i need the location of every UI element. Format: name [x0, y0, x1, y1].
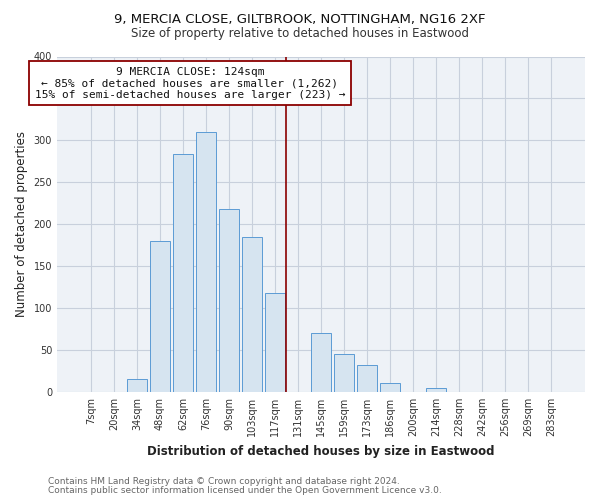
- Text: Contains public sector information licensed under the Open Government Licence v3: Contains public sector information licen…: [48, 486, 442, 495]
- Text: Contains HM Land Registry data © Crown copyright and database right 2024.: Contains HM Land Registry data © Crown c…: [48, 477, 400, 486]
- Bar: [242, 237, 262, 392]
- Bar: [427, 388, 446, 392]
- Text: Size of property relative to detached houses in Eastwood: Size of property relative to detached ho…: [131, 28, 469, 40]
- Y-axis label: Number of detached properties: Number of detached properties: [15, 131, 28, 317]
- Text: 9 MERCIA CLOSE: 124sqm
← 85% of detached houses are smaller (1,262)
15% of semi-: 9 MERCIA CLOSE: 124sqm ← 85% of detached…: [35, 66, 345, 100]
- Bar: [357, 365, 377, 392]
- Bar: [265, 293, 285, 392]
- Text: 9, MERCIA CLOSE, GILTBROOK, NOTTINGHAM, NG16 2XF: 9, MERCIA CLOSE, GILTBROOK, NOTTINGHAM, …: [114, 12, 486, 26]
- Bar: [196, 132, 216, 392]
- Bar: [334, 354, 354, 392]
- Bar: [380, 382, 400, 392]
- Bar: [311, 333, 331, 392]
- Bar: [219, 209, 239, 392]
- X-axis label: Distribution of detached houses by size in Eastwood: Distribution of detached houses by size …: [147, 444, 495, 458]
- Bar: [150, 241, 170, 392]
- Bar: [127, 378, 146, 392]
- Bar: [173, 154, 193, 392]
